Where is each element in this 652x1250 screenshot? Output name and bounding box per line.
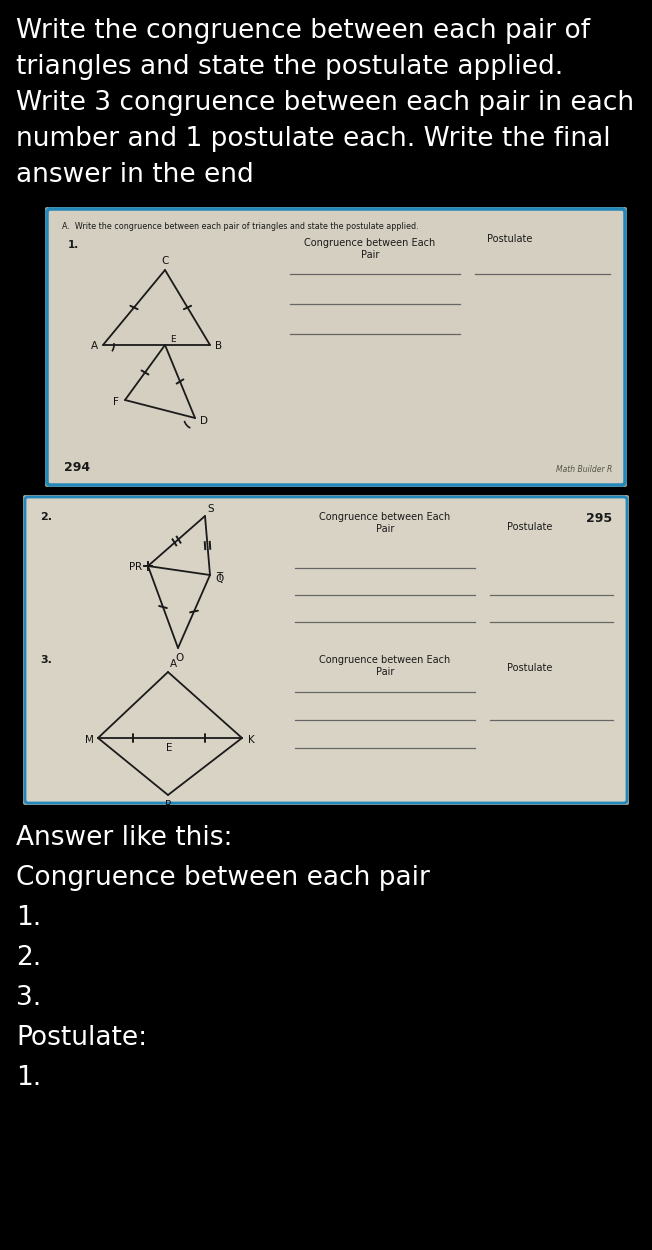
Text: 2.: 2.: [40, 512, 52, 522]
Text: 3.: 3.: [16, 985, 41, 1011]
Text: Math Builder R: Math Builder R: [556, 465, 612, 474]
FancyBboxPatch shape: [47, 209, 625, 485]
Text: A: A: [170, 659, 177, 669]
Text: E: E: [170, 335, 176, 345]
Text: Postulate: Postulate: [507, 662, 553, 672]
Text: R: R: [166, 800, 173, 810]
Text: Congruence between Each
Pair: Congruence between Each Pair: [319, 655, 451, 678]
Text: Write 3 congruence between each pair in each: Write 3 congruence between each pair in …: [16, 90, 634, 116]
Text: 1.: 1.: [16, 1065, 41, 1091]
Text: Congruence between each pair: Congruence between each pair: [16, 865, 430, 891]
FancyBboxPatch shape: [23, 495, 629, 805]
Text: D: D: [200, 416, 208, 426]
Text: Postulate: Postulate: [507, 522, 553, 532]
Text: triangles and state the postulate applied.: triangles and state the postulate applie…: [16, 54, 563, 80]
Text: T: T: [216, 572, 222, 582]
Text: S: S: [208, 504, 215, 514]
Text: 1.: 1.: [16, 905, 41, 931]
Text: 3.: 3.: [40, 655, 52, 665]
Text: Postulate:: Postulate:: [16, 1025, 147, 1051]
Text: B: B: [215, 341, 222, 351]
Text: F: F: [113, 398, 119, 408]
Text: number and 1 postulate each. Write the final: number and 1 postulate each. Write the f…: [16, 126, 611, 152]
Text: A: A: [91, 341, 98, 351]
Text: K: K: [248, 735, 254, 745]
Text: O: O: [175, 652, 183, 662]
Text: 2.: 2.: [16, 945, 41, 971]
Text: 295: 295: [586, 512, 612, 525]
Text: Answer like this:: Answer like this:: [16, 825, 233, 851]
Text: A.  Write the congruence between each pair of triangles and state the postulate : A. Write the congruence between each pai…: [62, 222, 419, 231]
Text: R: R: [136, 562, 143, 572]
FancyBboxPatch shape: [45, 208, 627, 488]
Text: Congruence between Each
Pair: Congruence between Each Pair: [319, 512, 451, 535]
Text: P: P: [129, 562, 135, 572]
Text: 1.: 1.: [68, 240, 80, 250]
Text: E: E: [166, 742, 172, 752]
Text: Write the congruence between each pair of: Write the congruence between each pair o…: [16, 18, 590, 44]
Text: Congruence between Each
Pair: Congruence between Each Pair: [304, 238, 436, 260]
Text: M: M: [85, 735, 93, 745]
Text: C: C: [161, 256, 169, 266]
Text: Q: Q: [215, 574, 223, 584]
Text: Postulate: Postulate: [487, 234, 533, 244]
Text: answer in the end: answer in the end: [16, 162, 254, 188]
Text: 294: 294: [64, 461, 90, 474]
FancyBboxPatch shape: [25, 498, 627, 802]
